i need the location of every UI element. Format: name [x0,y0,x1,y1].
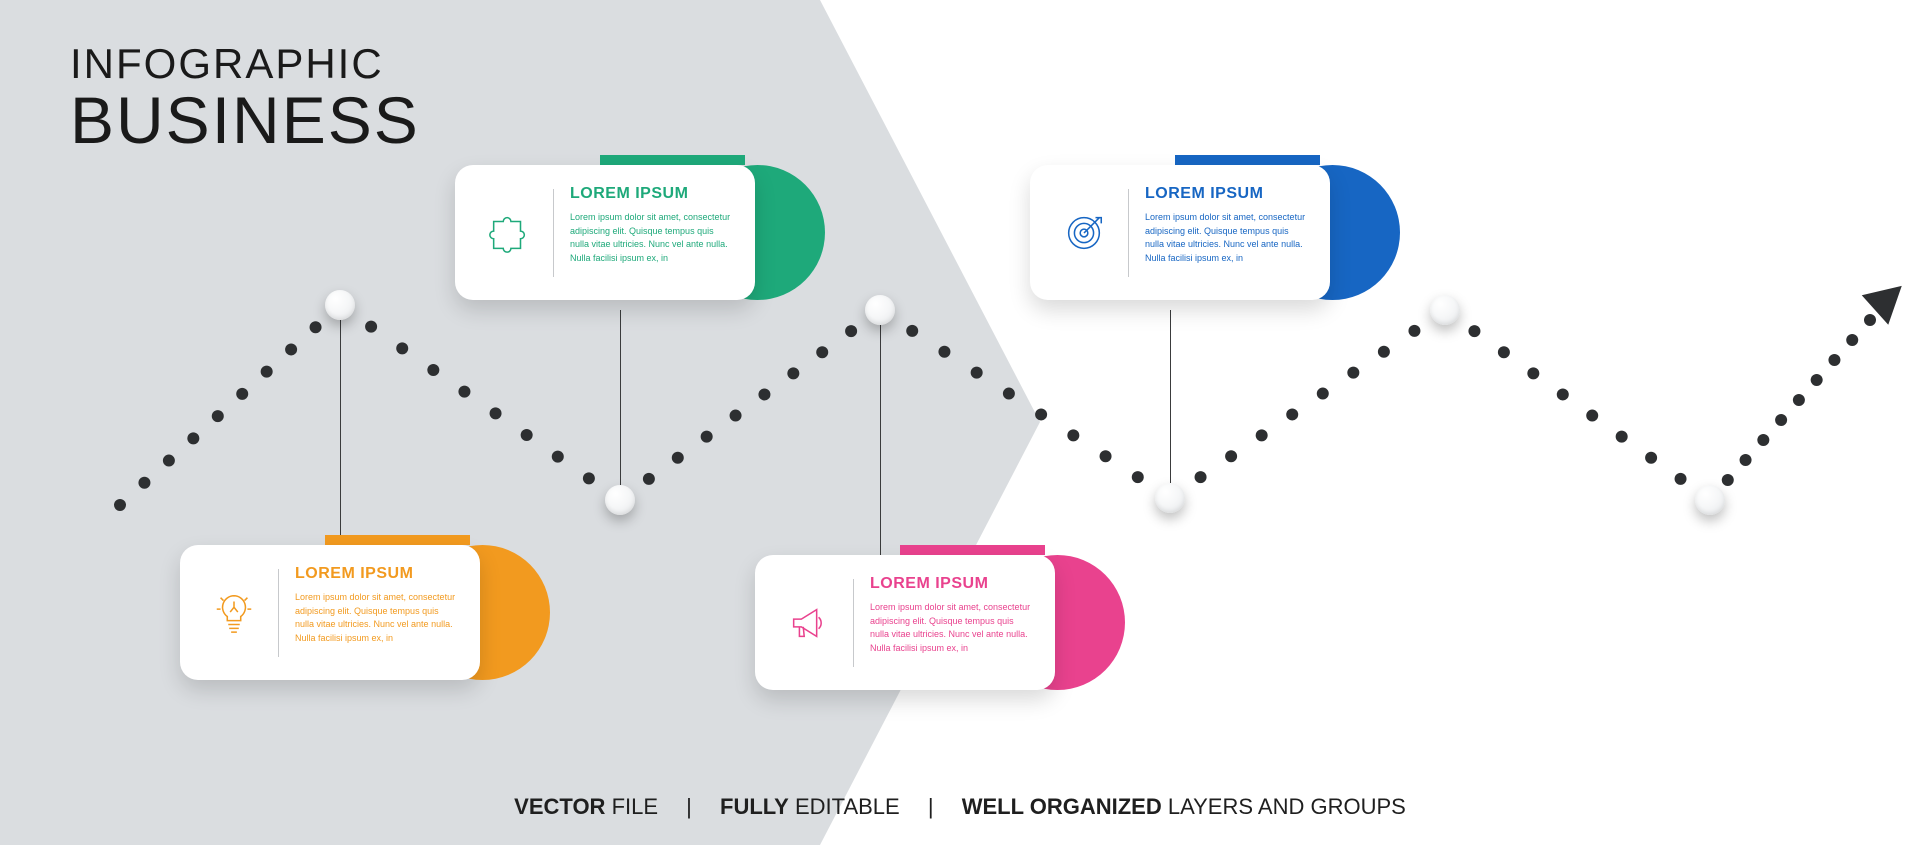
footer-item-2: FULLY EDITABLE [720,794,900,819]
card-desc: Lorem ipsum dolor sit amet, consectetur … [295,591,460,645]
card-pink: LOREM IPSUM Lorem ipsum dolor sit amet, … [755,545,1085,700]
footer-item-1: VECTOR FILE [514,794,658,819]
card-text: LOREM IPSUM Lorem ipsum dolor sit amet, … [870,575,1035,670]
card-divider [553,189,554,277]
card-text: LOREM IPSUM Lorem ipsum dolor sit amet, … [1145,185,1310,280]
target-icon [1052,185,1116,280]
card-divider [853,579,854,667]
connector [340,320,341,545]
card-text: LOREM IPSUM Lorem ipsum dolor sit amet, … [570,185,735,280]
card-body: LOREM IPSUM Lorem ipsum dolor sit amet, … [755,555,1055,690]
card-strip [325,535,470,545]
card-strip [600,155,745,165]
card-text: LOREM IPSUM Lorem ipsum dolor sit amet, … [295,565,460,660]
footer-item-3: WELL ORGANIZED LAYERS AND GROUPS [962,794,1406,819]
card-orange: LOREM IPSUM Lorem ipsum dolor sit amet, … [180,535,510,690]
timeline-node [865,295,895,325]
megaphone-icon [777,575,841,670]
footer-sep-1: | [686,794,692,820]
card-body: LOREM IPSUM Lorem ipsum dolor sit amet, … [455,165,755,300]
footer-sep-2: | [928,794,934,820]
infographic-stage: INFOGRAPHIC BUSINESS LOREM IPSUM Lorem i… [0,0,1920,845]
connector [620,310,621,485]
card-strip [1175,155,1320,165]
card-title: LOREM IPSUM [870,575,1035,593]
card-title: LOREM IPSUM [570,185,735,203]
connector [880,325,881,555]
card-desc: Lorem ipsum dolor sit amet, consectetur … [1145,211,1310,265]
lightbulb-icon [202,565,266,660]
card-body: LOREM IPSUM Lorem ipsum dolor sit amet, … [1030,165,1330,300]
card-divider [1128,189,1129,277]
zigzag-path [0,0,1920,845]
timeline-node [325,290,355,320]
card-blue: LOREM IPSUM Lorem ipsum dolor sit amet, … [1030,155,1360,310]
puzzle-icon [477,185,541,280]
connector [1170,310,1171,483]
card-divider [278,569,279,657]
card-title: LOREM IPSUM [1145,185,1310,203]
card-strip [900,545,1045,555]
card-body: LOREM IPSUM Lorem ipsum dolor sit amet, … [180,545,480,680]
card-title: LOREM IPSUM [295,565,460,583]
timeline-node [605,485,635,515]
card-desc: Lorem ipsum dolor sit amet, consectetur … [570,211,735,265]
timeline-node [1695,485,1725,515]
card-green: LOREM IPSUM Lorem ipsum dolor sit amet, … [455,155,785,310]
footer: VECTOR FILE | FULLY EDITABLE | WELL ORGA… [0,794,1920,820]
timeline-node [1155,483,1185,513]
timeline-node [1430,295,1460,325]
card-desc: Lorem ipsum dolor sit amet, consectetur … [870,601,1035,655]
